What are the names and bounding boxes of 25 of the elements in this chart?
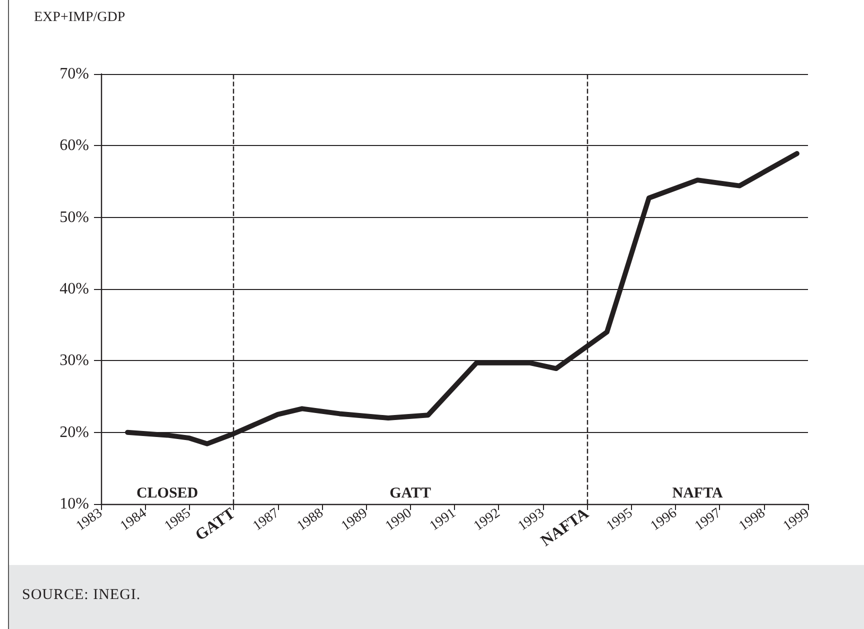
x-tick-label: 1996 — [648, 506, 680, 534]
y-tick-label: 30% — [60, 352, 89, 370]
x-tick-label: 1984 — [118, 506, 150, 534]
y-tick-label: 60% — [60, 137, 89, 154]
y-tick-label: 10% — [60, 496, 89, 512]
y-tick-label: 40% — [60, 280, 89, 298]
x-tick-label: 1989 — [338, 506, 370, 534]
x-tick-label: 1985 — [162, 506, 194, 534]
y-axis-title: EXP+IMP/GDP — [34, 10, 126, 26]
x-tick-label: 1988 — [294, 506, 326, 534]
annotation: GATT — [390, 486, 432, 502]
x-tick-label: 1990 — [383, 506, 415, 534]
x-tick-label: 1999 — [780, 506, 812, 534]
y-tick-label: 50% — [60, 208, 89, 226]
source-note: SOURCE: INEGI. — [22, 587, 141, 604]
x-tick-label: 1995 — [604, 506, 636, 534]
x-tick-label: 1991 — [427, 506, 459, 534]
x-tick-label: 1987 — [250, 506, 282, 534]
x-tick-label: 1997 — [692, 506, 724, 534]
y-tick-label: 20% — [60, 424, 89, 441]
x-tick-label: 1992 — [471, 506, 503, 534]
annotation: NAFTA — [672, 486, 723, 502]
x-tick-label: 1998 — [736, 506, 768, 534]
annotation: CLOSED — [136, 486, 198, 502]
y-tick-label: 70% — [60, 66, 89, 82]
